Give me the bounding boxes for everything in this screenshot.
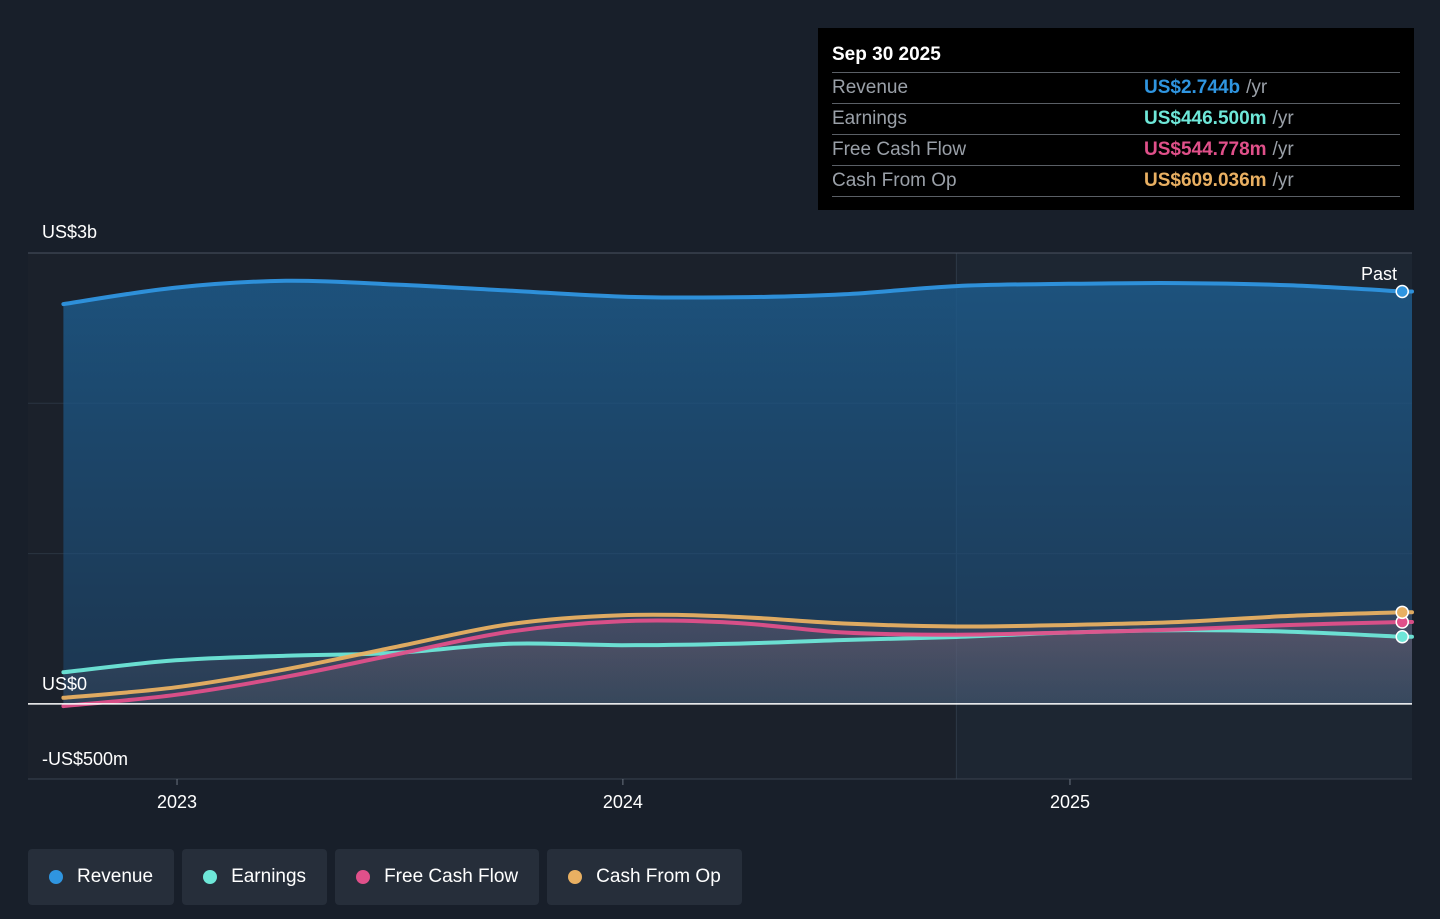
past-label: Past	[1361, 264, 1397, 284]
tooltip-metric-unit: /yr	[1272, 108, 1294, 129]
x-tick-label: 2025	[1050, 792, 1090, 812]
legend-dot-icon	[203, 870, 218, 884]
x-tick-label: 2024	[603, 792, 643, 812]
series-areas	[63, 280, 1412, 707]
tooltip-metric-unit: /yr	[1272, 139, 1294, 160]
tooltip-metric-name: Free Cash Flow	[832, 139, 967, 160]
y-tick-label: US$3b	[42, 222, 97, 242]
tooltip-rows: Revenue US$2.744b/yr Earnings US$446.500m/y…	[832, 72, 1400, 197]
tooltip-metric-value: US$446.500m	[1144, 108, 1267, 129]
y-tick-label: US$0	[42, 674, 87, 694]
legend-item-revenue[interactable]: Revenue	[28, 849, 175, 905]
cash-from-op-area	[63, 612, 1412, 704]
x-tick-label: 2023	[157, 792, 197, 812]
free-cash-flow-line	[61, 618, 1414, 709]
tooltip-metric-unit: /yr	[1272, 170, 1294, 191]
tooltip-metric-name: Revenue	[832, 77, 909, 98]
tooltip-row-earnings: Earnings US$446.500m/yr	[832, 103, 1400, 134]
earnings-end-marker	[1395, 630, 1409, 644]
legend-dot-icon	[568, 870, 583, 884]
y-axis-labels: US$3b US$0 -US$500m	[42, 222, 128, 769]
legend-label: Cash From Op	[596, 866, 721, 887]
legend-item-cash-from-op[interactable]: Cash From Op	[547, 849, 742, 905]
series-end-markers	[1395, 284, 1409, 644]
legend-label: Free Cash Flow	[384, 866, 519, 887]
tooltip-metric-unit: /yr	[1246, 77, 1268, 98]
revenue-end-marker	[1395, 284, 1409, 299]
legend-dot-icon	[49, 870, 63, 884]
tooltip-metric-value: US$2.744b	[1144, 77, 1241, 98]
cash-from-op-line	[61, 610, 1414, 700]
tooltip-metric-value: US$609.036m	[1144, 170, 1267, 191]
legend-dot-icon	[356, 870, 371, 884]
tooltip-row-free-cash-flow: Free Cash Flow US$544.778m/yr	[832, 134, 1400, 165]
tooltip-row-revenue: Revenue US$2.744b/yr	[832, 72, 1400, 103]
tooltip-panel: Sep 30 2025 Revenue US$2.744b/yr Earnings U…	[818, 28, 1414, 210]
tooltip-date: Sep 30 2025	[832, 44, 941, 65]
tooltip-row-cash-from-op: Cash From Op US$609.036m/yr	[832, 165, 1400, 197]
tooltip-metric-value: US$544.778m	[1144, 139, 1267, 160]
legend-item-earnings[interactable]: Earnings	[182, 849, 328, 905]
legend-label: Earnings	[231, 866, 307, 887]
chart-legend: Revenue Earnings Free Cash Flow Cash From O…	[28, 849, 742, 905]
legend-item-free-cash-flow[interactable]: Free Cash Flow	[335, 849, 540, 905]
cash-from-op-end-marker	[1395, 605, 1409, 620]
series-lines	[61, 278, 1414, 709]
y-tick-label: -US$500m	[42, 749, 128, 769]
revenue-line	[61, 278, 1414, 307]
tooltip-metric-name: Cash From Op	[832, 170, 957, 191]
tooltip-metric-name: Earnings	[832, 108, 907, 129]
x-axis-ticks: 2023 2024 2025	[157, 779, 1090, 812]
revenue-area	[63, 280, 1412, 704]
legend-label: Revenue	[77, 866, 154, 887]
